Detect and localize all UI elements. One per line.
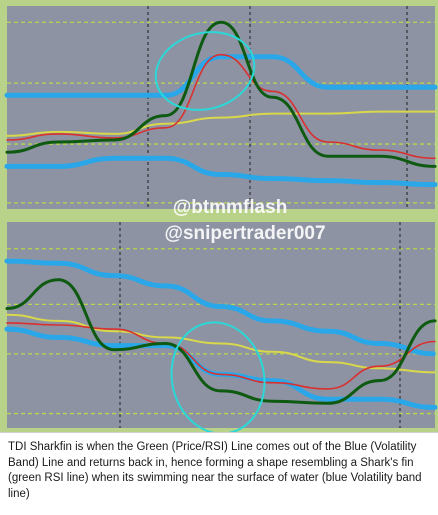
panel-background [7, 6, 435, 209]
watermark-btmmflash: @btmmflash [173, 197, 288, 218]
yellow-series-line [6, 110, 436, 137]
watermark-snipertrader: @snipertrader007 [164, 223, 325, 244]
red-series-line [6, 53, 436, 160]
blue-series-line [4, 155, 438, 188]
yellow-series-line [6, 313, 436, 374]
green-series-line [5, 278, 437, 405]
blue-series-line [4, 54, 438, 98]
chart-caption: TDI Sharkfin is when the Green (Price/RS… [0, 432, 438, 515]
sharkfin-highlight-ellipse [154, 31, 256, 111]
green-series-line [5, 20, 437, 168]
chart-panel-top [4, 6, 438, 209]
blue-series-line [4, 258, 438, 357]
panel-background [7, 222, 435, 428]
tdi-indicator-chart: @btmmflash @snipertrader007 [0, 0, 438, 432]
chart-panel-bottom [4, 222, 438, 432]
sharkfin-highlight-ellipse [170, 321, 266, 432]
red-series-line [6, 322, 436, 390]
